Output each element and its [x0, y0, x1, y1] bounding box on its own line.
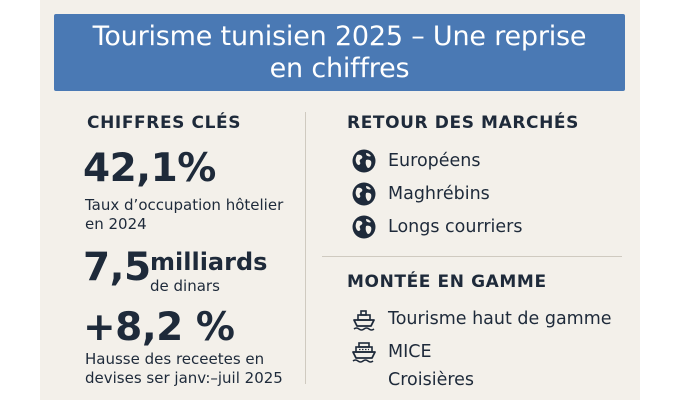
currency-growth-desc-2: devises ser janv:–juil 2025: [85, 369, 283, 387]
globe-icon: [352, 215, 376, 239]
range-item-mice: MICE: [351, 339, 432, 365]
market-item-europeans: Européens: [351, 148, 481, 174]
title-banner: Tourisme tunisien 2025 – Une reprise en …: [54, 14, 625, 91]
market-label: Européens: [388, 151, 481, 171]
ship-icon: [352, 342, 376, 363]
market-item-long-haul: Longs courriers: [351, 214, 522, 240]
column-divider: [305, 112, 306, 384]
globe-icon: [352, 149, 376, 173]
key-figures-heading: CHIFFRES CLÉS: [87, 113, 242, 133]
occupancy-rate-desc-2: en 2024: [85, 215, 147, 233]
range-label: MICE: [388, 342, 432, 362]
range-label: Croisières: [388, 370, 475, 390]
currency-growth-desc-1: Hausse des receetes en: [85, 350, 265, 368]
market-label: Maghrébins: [388, 184, 490, 204]
revenue-unit: milliards: [150, 248, 268, 276]
infographic-panel: Tourisme tunisien 2025 – Une reprise en …: [40, 0, 640, 400]
range-label: Tourisme haut de gamme: [388, 309, 612, 329]
currency-growth-value: +8,2 %: [83, 305, 235, 350]
title-line-2: en chiffres: [269, 52, 410, 84]
globe-icon: [352, 182, 376, 206]
market-label: Longs courriers: [388, 217, 523, 237]
markets-heading: RETOUR DES MARCHÉS: [347, 113, 579, 133]
occupancy-rate-value: 42,1%: [83, 146, 216, 191]
title-line-1: Tourisme tunisien 2025 – Une reprise: [92, 20, 587, 52]
market-item-maghreb: Maghrébins: [351, 181, 490, 207]
upmarket-heading: MONTÉE EN GAMME: [347, 272, 547, 292]
cruise-ship-icon: [353, 310, 375, 331]
occupancy-rate-desc-1: Taux d’occupation hôtelier: [85, 196, 284, 214]
range-item-cruises: Croisières: [351, 367, 474, 393]
section-divider: [322, 256, 622, 257]
revenue-value: 7,5: [83, 245, 151, 290]
range-item-luxury: Tourisme haut de gamme: [351, 306, 612, 332]
revenue-desc: de dinars: [150, 277, 220, 295]
